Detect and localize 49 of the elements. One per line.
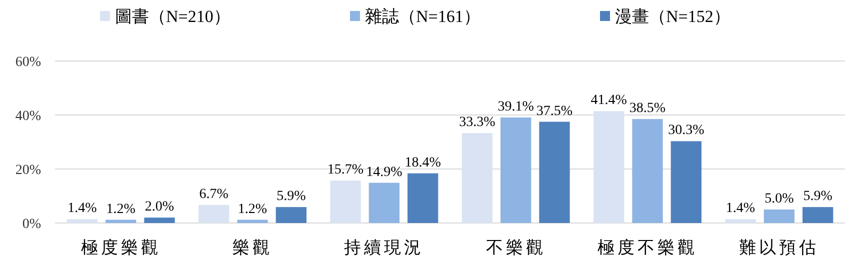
x-tick-label: 不樂觀 xyxy=(486,238,546,257)
bar xyxy=(462,133,493,223)
bar xyxy=(802,207,834,223)
x-tick-label: 樂觀 xyxy=(232,238,272,257)
data-label: 33.3% xyxy=(459,115,496,130)
bar xyxy=(276,207,306,223)
data-label: 5.9% xyxy=(276,189,306,204)
data-label: 5.9% xyxy=(803,189,833,204)
bar xyxy=(632,119,663,223)
bar xyxy=(66,219,98,223)
legend-label: 圖書（N=210） xyxy=(115,7,230,26)
x-tick-label: 極度樂觀 xyxy=(80,238,161,257)
x-tick-label: 持續現況 xyxy=(344,238,424,257)
legend-label: 漫畫（N=152） xyxy=(615,7,730,26)
bar xyxy=(368,182,400,223)
bar xyxy=(670,141,702,223)
bar xyxy=(237,220,268,223)
y-tick-label: 60% xyxy=(15,55,42,70)
data-label: 37.5% xyxy=(536,104,573,119)
bar xyxy=(106,220,136,223)
bar xyxy=(330,180,361,223)
data-label: 18.4% xyxy=(404,155,442,170)
bar xyxy=(407,173,438,223)
data-label: 30.3% xyxy=(668,123,705,138)
data-label: 38.5% xyxy=(629,101,666,116)
bar xyxy=(594,111,624,223)
data-label: 1.2% xyxy=(106,202,136,217)
y-tick-label: 20% xyxy=(15,163,42,178)
y-tick-label: 0% xyxy=(22,217,42,232)
data-label: 15.7% xyxy=(327,162,364,178)
data-label: 1.4% xyxy=(68,201,98,216)
bar xyxy=(198,204,230,223)
bar xyxy=(725,219,756,223)
bar xyxy=(500,117,532,223)
x-tick-label: 極度不樂觀 xyxy=(598,238,698,257)
data-label: 5.0% xyxy=(764,192,794,206)
data-label: 2.0% xyxy=(144,200,174,215)
bar xyxy=(764,210,794,223)
data-label: 1.2% xyxy=(238,202,268,217)
data-label: 1.4% xyxy=(726,201,756,216)
bar xyxy=(539,122,570,223)
x-tick-label: 難以預估 xyxy=(739,238,820,257)
data-label: 39.1% xyxy=(498,99,534,114)
data-label: 6.7% xyxy=(199,186,229,202)
data-label: 41.4% xyxy=(590,93,628,108)
legend-label: 雜誌（N=161） xyxy=(365,7,480,26)
data-label: 14.9% xyxy=(366,164,403,180)
bar xyxy=(144,218,175,223)
y-tick-label: 40% xyxy=(15,109,42,124)
